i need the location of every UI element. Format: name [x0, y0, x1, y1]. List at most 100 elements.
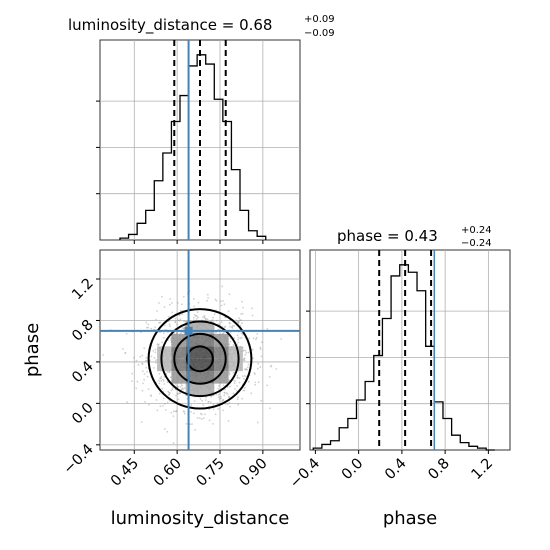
joint-sample-point [141, 363, 144, 365]
ld-title-err-plus: +0.09 [304, 14, 335, 25]
joint-sample-point [280, 338, 283, 340]
joint-contour-2 [160, 320, 240, 398]
joint-sample-point [147, 323, 150, 326]
joint-sample-point [156, 310, 158, 312]
joint-y-tick-label-3: 0.8 [69, 317, 97, 345]
joint-density-block [200, 358, 215, 372]
ld-title: luminosity_distance = 0.68 [68, 16, 272, 35]
joint-sample-point [237, 403, 240, 406]
joint-sample-point [217, 396, 220, 398]
joint-sample-point [168, 323, 171, 326]
joint-sample-point [241, 322, 244, 325]
ld-quantile-lines [173, 40, 227, 240]
joint-sample-point [212, 403, 215, 406]
joint-sample-point [168, 371, 171, 373]
joint-sample-point [259, 348, 262, 351]
joint-sample-point [155, 318, 157, 321]
joint-sample-point [236, 321, 239, 324]
x-axis-label-phase: phase [383, 508, 437, 529]
joint-sample-point [228, 372, 231, 374]
joint-sample-point [207, 297, 210, 299]
joint-sample-point [164, 428, 166, 430]
joint-sample-point [240, 332, 243, 335]
joint-sample-point [182, 295, 185, 298]
joint-sample-point [243, 359, 246, 361]
joint-sample-point [243, 389, 246, 392]
joint-y-tick-label-0: −0.4 [61, 441, 97, 477]
joint-density-block [157, 358, 172, 372]
joint-sample-point [247, 351, 250, 354]
joint-sample-point [141, 354, 144, 357]
joint-sample-point [222, 399, 225, 402]
joint-sample-point [177, 319, 180, 321]
joint-sample-point [241, 397, 244, 400]
joint-sample-point [158, 302, 160, 304]
ld-hist-ticks [96, 100, 264, 244]
joint-sample-point [217, 387, 220, 390]
joint-sample-point [133, 356, 135, 359]
joint-sample-point [226, 386, 229, 388]
joint-sample-point [137, 363, 140, 366]
joint-sample-point [141, 362, 144, 365]
joint-sample-point [162, 397, 165, 400]
joint-sample-point [174, 321, 177, 323]
joint-sample-point [179, 392, 182, 394]
joint-sample-point [236, 398, 239, 401]
phase-title-err-minus: −0.24 [461, 238, 492, 249]
joint-y-tick-label-2: 0.4 [69, 358, 97, 386]
joint-sample-point [266, 327, 269, 330]
joint-sample-point [238, 381, 241, 384]
phase-x-tick-label-3: 0.8 [425, 456, 453, 484]
phase-hist-frame [309, 249, 511, 451]
joint-sample-point [238, 377, 241, 380]
joint-sample-point [236, 374, 239, 377]
joint-sample-point [176, 302, 179, 304]
joint-sample-point [223, 331, 226, 334]
joint-sample-point [131, 372, 134, 375]
phase-x-tick-label-1: 0.0 [339, 456, 367, 484]
joint-sample-point [206, 293, 209, 296]
joint-sample-point [200, 418, 203, 420]
joint-sample-point [139, 355, 142, 358]
joint-sample-point [176, 385, 179, 387]
joint-sample-point [269, 407, 271, 410]
joint-sample-point [244, 349, 247, 352]
joint-sample-point [150, 355, 153, 358]
joint-sample-point [146, 326, 148, 329]
joint-sample-point [227, 396, 230, 399]
joint-sample-point [172, 415, 175, 418]
joint-sample-point [246, 368, 249, 371]
joint-sample-point [260, 399, 263, 402]
joint-sample-point [238, 317, 241, 320]
joint-sample-point [252, 337, 255, 340]
joint-sample-point [224, 316, 227, 319]
joint-sample-point [152, 350, 155, 352]
joint-sample-point [154, 326, 157, 329]
joint-sample-point [243, 377, 245, 380]
joint-x-tick-label-0: 0.45 [108, 456, 142, 490]
joint-y-tick-label-1: 0.0 [69, 400, 97, 428]
joint-sample-point [155, 359, 157, 362]
joint-sample-point [231, 327, 234, 329]
joint-density-block [214, 333, 229, 347]
joint-sample-point [229, 405, 232, 408]
joint-sample-point [226, 403, 229, 405]
joint-sample-point [223, 391, 226, 394]
joint-contour-3 [147, 308, 253, 410]
joint-sample-point [248, 337, 251, 340]
joint-sample-point [243, 358, 245, 360]
joint-sample-point [167, 315, 170, 318]
joint-sample-point [236, 377, 239, 379]
joint-sample-point [166, 381, 169, 384]
joint-sample-point [222, 399, 224, 401]
joint-sample-point [182, 331, 185, 334]
phase-title-err-plus: +0.24 [461, 225, 492, 236]
joint-sample-point [175, 332, 178, 335]
joint-sample-point [180, 331, 183, 334]
joint-sample-point [245, 351, 248, 354]
joint-sample-point [229, 331, 232, 334]
phase-x-tick-label-2: 0.4 [382, 456, 410, 484]
joint-sample-point [257, 362, 260, 365]
phase-title-eq: = [382, 227, 404, 245]
joint-sample-point [157, 343, 160, 346]
